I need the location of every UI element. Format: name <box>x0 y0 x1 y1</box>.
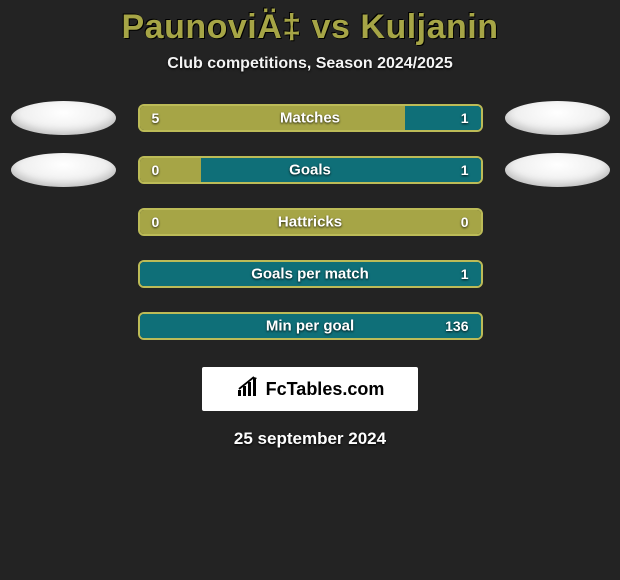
bar-segment-left <box>140 106 406 130</box>
stat-value-right: 0 <box>461 214 469 230</box>
stat-label: Goals per match <box>251 266 369 283</box>
stat-bar: 0 Goals 1 <box>138 156 483 184</box>
stat-label: Matches <box>280 110 340 127</box>
stat-label: Hattricks <box>278 214 342 231</box>
comparison-panel: PaunoviÄ‡ vs Kuljanin Club competitions,… <box>0 0 620 449</box>
generation-date: 25 september 2024 <box>234 429 386 449</box>
bar-segment-left <box>140 158 201 182</box>
stat-value-right: 136 <box>445 318 468 334</box>
player-right-avatar <box>505 101 610 135</box>
brand-logo[interactable]: FcTables.com <box>202 367 418 411</box>
player-left-avatar <box>11 101 116 135</box>
stat-value-left: 0 <box>152 162 160 178</box>
avatar-spacer <box>505 205 610 239</box>
stat-bar: Min per goal 136 <box>138 312 483 340</box>
avatar-spacer <box>11 205 116 239</box>
stat-value-right: 1 <box>461 266 469 282</box>
stat-row: 5 Matches 1 <box>6 101 615 135</box>
stat-bar: Goals per match 1 <box>138 260 483 288</box>
page-subtitle: Club competitions, Season 2024/2025 <box>167 55 452 73</box>
stat-bar: 5 Matches 1 <box>138 104 483 132</box>
stat-label: Goals <box>289 162 331 179</box>
page-title: PaunoviÄ‡ vs Kuljanin <box>121 8 498 47</box>
player-left-avatar <box>11 153 116 187</box>
bar-segment-right <box>405 106 480 130</box>
stat-row: 0 Hattricks 0 <box>6 205 615 239</box>
avatar-spacer <box>11 257 116 291</box>
barchart-icon <box>236 376 260 403</box>
stat-row: Min per goal 136 <box>6 309 615 343</box>
stat-bar: 0 Hattricks 0 <box>138 208 483 236</box>
bar-segment-right <box>201 158 481 182</box>
stat-value-left: 5 <box>152 110 160 126</box>
player-right-avatar <box>505 153 610 187</box>
avatar-spacer <box>11 309 116 343</box>
stat-value-right: 1 <box>461 162 469 178</box>
stat-row: Goals per match 1 <box>6 257 615 291</box>
stats-list: 5 Matches 1 0 Goals 1 0 Hattricks 0 Goals per mat… <box>6 101 615 343</box>
avatar-spacer <box>505 257 610 291</box>
stat-value-left: 0 <box>152 214 160 230</box>
stat-label: Min per goal <box>266 318 354 335</box>
avatar-spacer <box>505 309 610 343</box>
stat-row: 0 Goals 1 <box>6 153 615 187</box>
stat-value-right: 1 <box>461 110 469 126</box>
brand-text: FcTables.com <box>266 379 385 400</box>
